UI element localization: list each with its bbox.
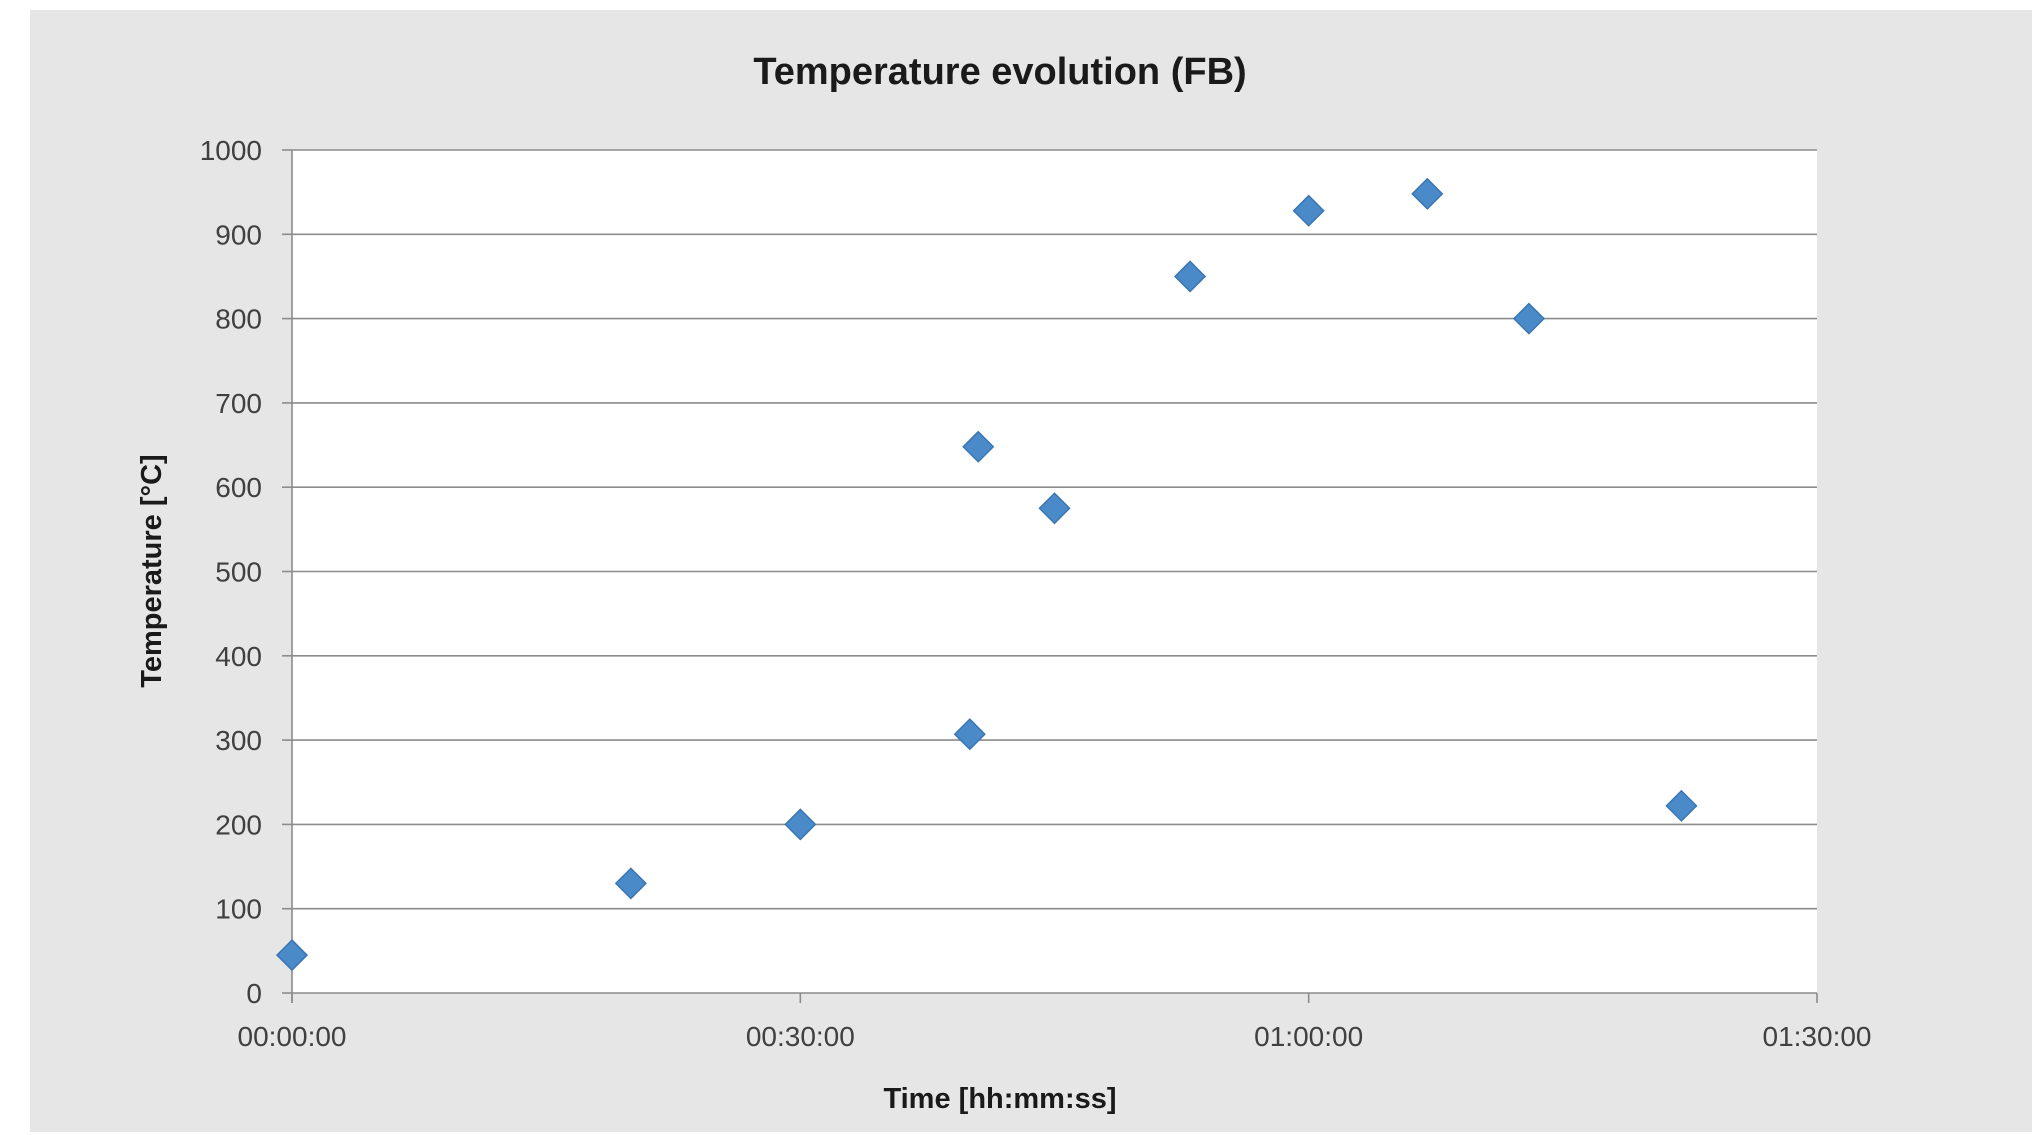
x-tick-label: 00:30:00 <box>746 1021 855 1052</box>
y-tick-label: 500 <box>215 557 262 588</box>
y-axis-label: Temperature [°C] <box>136 454 168 687</box>
data-point <box>784 808 817 841</box>
y-tick-label: 800 <box>215 304 262 335</box>
data-point <box>1173 260 1207 293</box>
data-points <box>275 177 1698 972</box>
data-point <box>1411 177 1444 210</box>
x-tick-label: 00:00:00 <box>238 1021 347 1052</box>
data-point <box>953 718 986 751</box>
x-tick-label: 01:00:00 <box>1254 1021 1363 1052</box>
chart-title: Temperature evolution (FB) <box>753 51 1246 93</box>
y-tick-label: 200 <box>215 809 262 840</box>
data-point <box>1512 302 1546 335</box>
y-tick-label: 0 <box>246 978 262 1009</box>
y-tick-label: 100 <box>215 894 262 925</box>
x-axis-ticks: 00:00:00 00:30:00 01:00:00 01:30:00 <box>238 993 1872 1052</box>
y-tick-label: 300 <box>215 725 262 756</box>
y-tick-label: 400 <box>215 641 262 672</box>
y-tick-label: 1000 <box>200 135 262 166</box>
y-axis-ticks: 0 100 200 300 400 500 600 700 800 900 1000 <box>200 135 292 1009</box>
y-tick-label: 900 <box>215 219 262 250</box>
data-point <box>1292 194 1325 227</box>
axes <box>291 150 1817 1003</box>
x-tick-label: 01:30:00 <box>1763 1021 1872 1052</box>
data-point <box>1038 492 1071 525</box>
data-point <box>962 430 995 463</box>
y-tick-label: 700 <box>215 388 262 419</box>
gridlines <box>292 149 1817 910</box>
data-point <box>275 939 309 972</box>
data-point <box>614 867 647 900</box>
x-axis-label: Time [hh:mm:ss] <box>883 1083 1116 1115</box>
y-tick-label: 600 <box>215 472 262 503</box>
data-point <box>1665 789 1698 822</box>
